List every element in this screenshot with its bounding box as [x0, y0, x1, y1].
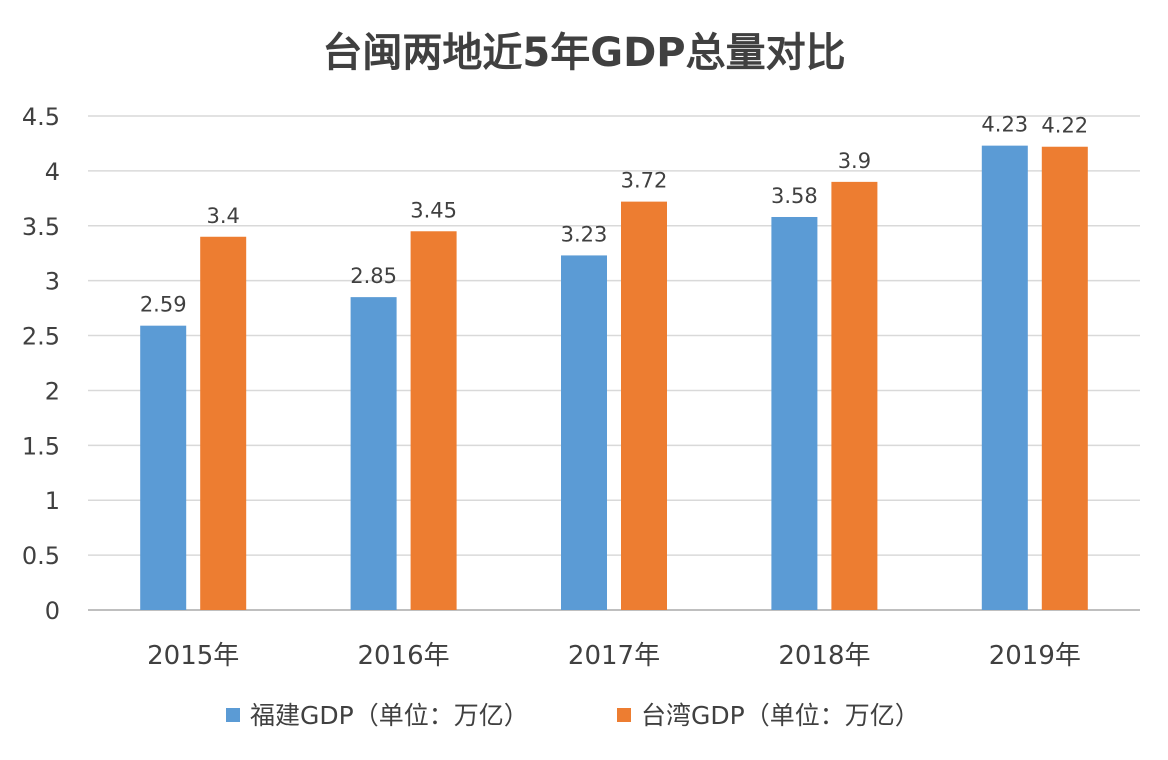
bar-series0-cat3	[771, 216, 818, 611]
x-tick-label: 2018年	[778, 641, 870, 671]
data-labels: 2.59 3.4 2.85 3.45 3.23 3.72 3.58 3.9 4.23 4.22	[140, 113, 1088, 317]
x-tick-label: 2019年	[989, 641, 1081, 671]
data-label-series1-cat0: 3.4	[206, 204, 239, 228]
data-label-series0-cat0: 2.59	[140, 293, 187, 317]
data-label-series1-cat1: 3.45	[410, 198, 457, 222]
bar-series1-cat4	[1041, 146, 1088, 610]
y-tick-label: 3	[45, 268, 60, 296]
bar-series0-cat2	[561, 255, 607, 610]
data-label-series1-cat2: 3.72	[621, 169, 668, 193]
bar-series1-cat0	[200, 236, 247, 610]
legend-swatch-1	[617, 708, 631, 722]
chart-title: 台闽两地近5年GDP总量对比	[322, 30, 845, 76]
bars	[140, 145, 1088, 611]
bar-series1-cat1	[410, 231, 457, 610]
legend-label-0: 福建GDP（单位：万亿）	[250, 701, 529, 730]
gridlines	[88, 115, 1140, 611]
y-tick-label: 4.5	[22, 103, 60, 131]
data-label-series1-cat3: 3.9	[838, 149, 871, 173]
bar-series0-cat0	[140, 325, 187, 610]
x-tick-label: 2017年	[568, 641, 660, 671]
bar-series1-cat2	[621, 201, 667, 611]
legend-swatch-0	[226, 708, 240, 722]
x-tick-label: 2015年	[147, 641, 239, 671]
legend: 福建GDP（单位：万亿） 台湾GDP（单位：万亿）	[226, 701, 920, 730]
y-tick-label: 2	[45, 377, 60, 405]
data-label-series0-cat3: 3.58	[771, 184, 818, 208]
data-label-series0-cat4: 4.23	[981, 113, 1028, 137]
legend-label-1: 台湾GDP（单位：万亿）	[641, 701, 920, 730]
bar-series0-cat1	[350, 297, 397, 610]
y-tick-label: 4	[45, 158, 60, 186]
y-tick-label: 1.5	[22, 432, 60, 460]
data-label-series0-cat2: 3.23	[561, 222, 608, 246]
bar-series1-cat3	[831, 181, 878, 610]
y-tick-label: 2.5	[22, 323, 60, 351]
x-tick-label: 2016年	[358, 641, 450, 671]
y-tick-label: 3.5	[22, 213, 60, 241]
y-tick-label: 0	[45, 597, 60, 625]
y-tick-label: 0.5	[22, 542, 60, 570]
x-axis-ticks: 2015年 2016年 2017年 2018年 2019年	[147, 641, 1081, 671]
y-axis-ticks: 0 0.5 1 1.5 2 2.5 3 3.5 4 4.5	[22, 103, 60, 625]
y-tick-label: 1	[45, 487, 60, 515]
data-label-series1-cat4: 4.22	[1041, 114, 1088, 138]
bar-series0-cat4	[981, 145, 1028, 610]
data-label-series0-cat1: 2.85	[350, 264, 397, 288]
